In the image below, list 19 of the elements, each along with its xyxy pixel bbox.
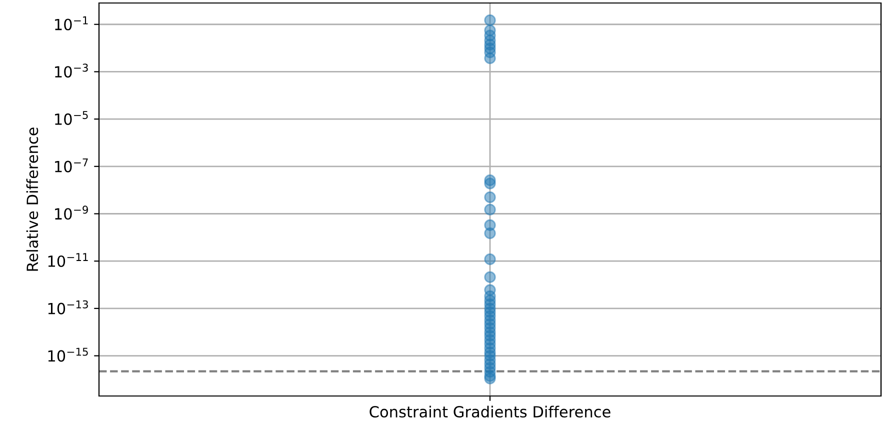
y-tick-label: 10$^{−13}$ [48, 300, 88, 314]
y-tick-label: 10$^{−15}$ [48, 348, 88, 362]
point [484, 52, 496, 64]
y-tick-label: 10$^{−3}$ [55, 64, 88, 78]
y-axis-title: Relative Difference [26, 128, 38, 271]
point [484, 14, 496, 26]
point [484, 372, 496, 384]
x-tick-label: Constraint Gradients Difference [370, 406, 610, 418]
y-tick-label: 10$^{−1}$ [55, 16, 88, 30]
point [484, 178, 496, 190]
y-tick-label: 10$^{−11}$ [48, 253, 88, 268]
point [484, 253, 496, 266]
point [484, 271, 496, 283]
point [484, 204, 496, 216]
y-tick-label: 10$^{−7}$ [55, 158, 88, 172]
y-tick-label: 10$^{−9}$ [55, 206, 88, 220]
point [484, 227, 496, 240]
y-tick-label: 10$^{−5}$ [55, 111, 88, 125]
point [484, 191, 496, 204]
